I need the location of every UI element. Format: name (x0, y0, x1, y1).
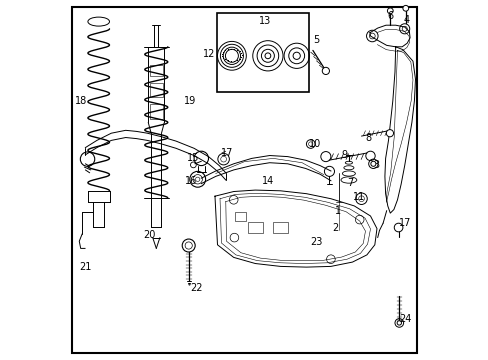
Text: 8: 8 (365, 132, 371, 143)
Text: 21: 21 (80, 262, 92, 272)
Circle shape (386, 130, 393, 137)
Text: 24: 24 (399, 314, 411, 324)
Bar (149, 65, 163, 76)
Text: 13: 13 (258, 16, 270, 26)
Text: 9: 9 (340, 150, 346, 160)
Text: 22: 22 (189, 283, 202, 293)
Text: 6: 6 (387, 11, 393, 21)
Text: 19: 19 (183, 96, 196, 106)
Text: 15: 15 (187, 153, 199, 163)
Text: 11: 11 (352, 192, 365, 202)
Text: 14: 14 (261, 176, 273, 186)
Circle shape (322, 67, 329, 75)
Bar (149, 104, 163, 119)
Text: 4: 4 (403, 15, 409, 25)
Text: 17: 17 (220, 148, 233, 158)
Bar (247, 222, 262, 233)
Circle shape (402, 5, 408, 11)
Circle shape (370, 161, 375, 166)
Text: 1: 1 (334, 206, 341, 216)
Text: 20: 20 (142, 230, 155, 240)
Text: 12: 12 (202, 49, 215, 59)
Text: 2: 2 (331, 222, 338, 233)
Text: 7: 7 (346, 178, 352, 188)
Text: 10: 10 (309, 139, 321, 149)
Bar (217, 13, 309, 92)
Circle shape (393, 223, 402, 232)
Circle shape (396, 321, 401, 325)
Text: 5: 5 (313, 35, 319, 45)
Text: 18: 18 (75, 96, 87, 106)
Text: 23: 23 (309, 237, 322, 247)
Circle shape (308, 142, 312, 146)
Text: 17: 17 (399, 218, 411, 228)
Bar (149, 83, 163, 97)
Bar (235, 212, 246, 220)
Text: 16: 16 (184, 176, 197, 186)
Circle shape (386, 8, 392, 14)
Bar (273, 222, 287, 233)
Text: 3: 3 (373, 159, 379, 170)
